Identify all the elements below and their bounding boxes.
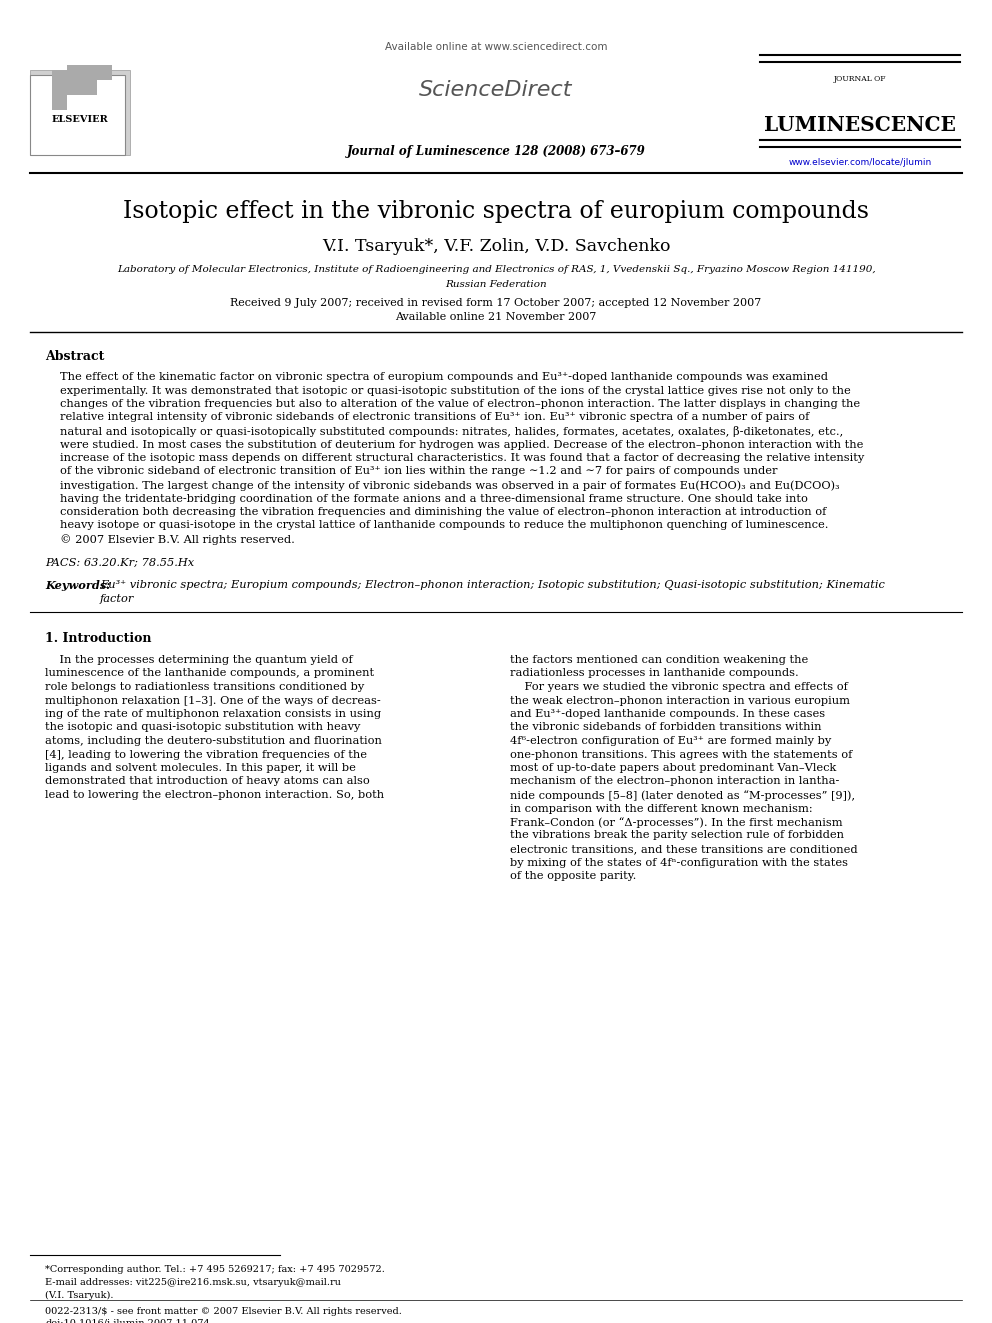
Text: Available online at www.sciencedirect.com: Available online at www.sciencedirect.co… — [385, 42, 607, 52]
Text: PACS: 63.20.Kr; 78.55.Hx: PACS: 63.20.Kr; 78.55.Hx — [45, 558, 194, 568]
Text: the vibrations break the parity selection rule of forbidden: the vibrations break the parity selectio… — [510, 831, 844, 840]
Text: nide compounds [5–8] (later denoted as “M-processes” [9]),: nide compounds [5–8] (later denoted as “… — [510, 790, 855, 800]
FancyBboxPatch shape — [30, 70, 130, 155]
Text: The effect of the kinematic factor on vibronic spectra of europium compounds and: The effect of the kinematic factor on vi… — [60, 372, 828, 382]
FancyBboxPatch shape — [30, 75, 125, 155]
Text: role belongs to radiationless transitions conditioned by: role belongs to radiationless transition… — [45, 681, 364, 692]
Text: In the processes determining the quantum yield of: In the processes determining the quantum… — [45, 655, 353, 665]
Text: most of up-to-date papers about predominant Van–Vleck: most of up-to-date papers about predomin… — [510, 763, 836, 773]
Text: were studied. In most cases the substitution of deuterium for hydrogen was appli: were studied. In most cases the substitu… — [60, 439, 863, 450]
Text: multiphonon relaxation [1–3]. One of the ways of decreas-: multiphonon relaxation [1–3]. One of the… — [45, 696, 381, 705]
Text: 1. Introduction: 1. Introduction — [45, 632, 152, 646]
Text: ScienceDirect: ScienceDirect — [420, 79, 572, 101]
Text: Eu³⁺ vibronic spectra; Europium compounds; Electron–phonon interaction; Isotopic: Eu³⁺ vibronic spectra; Europium compound… — [100, 579, 885, 590]
Text: Laboratory of Molecular Electronics, Institute of Radioengineering and Electroni: Laboratory of Molecular Electronics, Ins… — [117, 265, 875, 274]
Text: the weak electron–phonon interaction in various europium: the weak electron–phonon interaction in … — [510, 696, 850, 705]
Text: one-phonon transitions. This agrees with the statements of: one-phonon transitions. This agrees with… — [510, 750, 852, 759]
Text: [4], leading to lowering the vibration frequencies of the: [4], leading to lowering the vibration f… — [45, 750, 367, 759]
Text: experimentally. It was demonstrated that isotopic or quasi-isotopic substitution: experimentally. It was demonstrated that… — [60, 385, 851, 396]
Text: © 2007 Elsevier B.V. All rights reserved.: © 2007 Elsevier B.V. All rights reserved… — [60, 534, 295, 545]
Text: ligands and solvent molecules. In this paper, it will be: ligands and solvent molecules. In this p… — [45, 763, 356, 773]
Text: the isotopic and quasi-isotopic substitution with heavy: the isotopic and quasi-isotopic substitu… — [45, 722, 360, 733]
Text: Abstract: Abstract — [45, 351, 104, 363]
Text: changes of the vibration frequencies but also to alteration of the value of elec: changes of the vibration frequencies but… — [60, 400, 860, 409]
Text: and Eu³⁺-doped lanthanide compounds. In these cases: and Eu³⁺-doped lanthanide compounds. In … — [510, 709, 825, 718]
Text: atoms, including the deutero-substitution and fluorination: atoms, including the deutero-substitutio… — [45, 736, 382, 746]
Text: electronic transitions, and these transitions are conditioned: electronic transitions, and these transi… — [510, 844, 858, 855]
Text: relative integral intensity of vibronic sidebands of electronic transitions of E: relative integral intensity of vibronic … — [60, 413, 809, 422]
Text: natural and isotopically or quasi-isotopically substituted compounds: nitrates, : natural and isotopically or quasi-isotop… — [60, 426, 843, 437]
Text: doi:10.1016/j.jlumin.2007.11.074: doi:10.1016/j.jlumin.2007.11.074 — [45, 1319, 209, 1323]
Text: increase of the isotopic mass depends on different structural characteristics. I: increase of the isotopic mass depends on… — [60, 452, 864, 463]
Text: ELSEVIER: ELSEVIER — [52, 115, 108, 124]
FancyBboxPatch shape — [52, 70, 67, 110]
Text: radiationless processes in lanthanide compounds.: radiationless processes in lanthanide co… — [510, 668, 799, 679]
Text: factor: factor — [100, 594, 134, 603]
Text: www.elsevier.com/locate/jlumin: www.elsevier.com/locate/jlumin — [789, 157, 931, 167]
Text: the vibronic sidebands of forbidden transitions within: the vibronic sidebands of forbidden tran… — [510, 722, 821, 733]
Text: luminescence of the lanthanide compounds, a prominent: luminescence of the lanthanide compounds… — [45, 668, 374, 679]
Text: 0022-2313/$ - see front matter © 2007 Elsevier B.V. All rights reserved.: 0022-2313/$ - see front matter © 2007 El… — [45, 1307, 402, 1316]
FancyBboxPatch shape — [62, 70, 97, 95]
FancyBboxPatch shape — [67, 65, 112, 79]
Text: lead to lowering the electron–phonon interaction. So, both: lead to lowering the electron–phonon int… — [45, 790, 384, 800]
Text: of the vibronic sideband of electronic transition of Eu³⁺ ion lies within the ra: of the vibronic sideband of electronic t… — [60, 467, 778, 476]
Text: demonstrated that introduction of heavy atoms can also: demonstrated that introduction of heavy … — [45, 777, 370, 786]
Text: heavy isotope or quasi-isotope in the crystal lattice of lanthanide compounds to: heavy isotope or quasi-isotope in the cr… — [60, 520, 828, 531]
Text: 4f⁶-electron configuration of Eu³⁺ are formed mainly by: 4f⁶-electron configuration of Eu³⁺ are f… — [510, 736, 831, 746]
Text: ing of the rate of multiphonon relaxation consists in using: ing of the rate of multiphonon relaxatio… — [45, 709, 381, 718]
Text: V.I. Tsaryuk*, V.F. Zolin, V.D. Savchenko: V.I. Tsaryuk*, V.F. Zolin, V.D. Savchenk… — [321, 238, 671, 255]
Text: *Corresponding author. Tel.: +7 495 5269217; fax: +7 495 7029572.: *Corresponding author. Tel.: +7 495 5269… — [45, 1265, 385, 1274]
Text: having the tridentate-bridging coordination of the formate anions and a three-di: having the tridentate-bridging coordinat… — [60, 493, 807, 504]
Text: mechanism of the electron–phonon interaction in lantha-: mechanism of the electron–phonon interac… — [510, 777, 839, 786]
Text: by mixing of the states of 4fⁿ-configuration with the states: by mixing of the states of 4fⁿ-configura… — [510, 857, 848, 868]
Text: in comparison with the different known mechanism:: in comparison with the different known m… — [510, 803, 812, 814]
Text: investigation. The largest change of the intensity of vibronic sidebands was obs: investigation. The largest change of the… — [60, 480, 839, 491]
Text: Keywords:: Keywords: — [45, 579, 110, 591]
Text: Available online 21 November 2007: Available online 21 November 2007 — [396, 312, 596, 321]
Text: Journal of Luminescence 128 (2008) 673–679: Journal of Luminescence 128 (2008) 673–6… — [346, 146, 646, 157]
Text: For years we studied the vibronic spectra and effects of: For years we studied the vibronic spectr… — [510, 681, 848, 692]
Text: (V.I. Tsaryuk).: (V.I. Tsaryuk). — [45, 1291, 113, 1301]
Text: E-mail addresses: vit225@ire216.msk.su, vtsaryuk@mail.ru: E-mail addresses: vit225@ire216.msk.su, … — [45, 1278, 341, 1287]
Text: consideration both decreasing the vibration frequencies and diminishing the valu: consideration both decreasing the vibrat… — [60, 507, 826, 517]
Text: JOURNAL OF: JOURNAL OF — [833, 75, 886, 83]
Text: of the opposite parity.: of the opposite parity. — [510, 871, 637, 881]
Text: the factors mentioned can condition weakening the: the factors mentioned can condition weak… — [510, 655, 808, 665]
Text: LUMINESCENCE: LUMINESCENCE — [764, 115, 956, 135]
Text: Russian Federation: Russian Federation — [445, 280, 547, 288]
Text: Isotopic effect in the vibronic spectra of europium compounds: Isotopic effect in the vibronic spectra … — [123, 200, 869, 224]
Text: Frank–Condon (or “Δ-processes”). In the first mechanism: Frank–Condon (or “Δ-processes”). In the … — [510, 818, 842, 828]
Text: Received 9 July 2007; received in revised form 17 October 2007; accepted 12 Nove: Received 9 July 2007; received in revise… — [230, 298, 762, 308]
